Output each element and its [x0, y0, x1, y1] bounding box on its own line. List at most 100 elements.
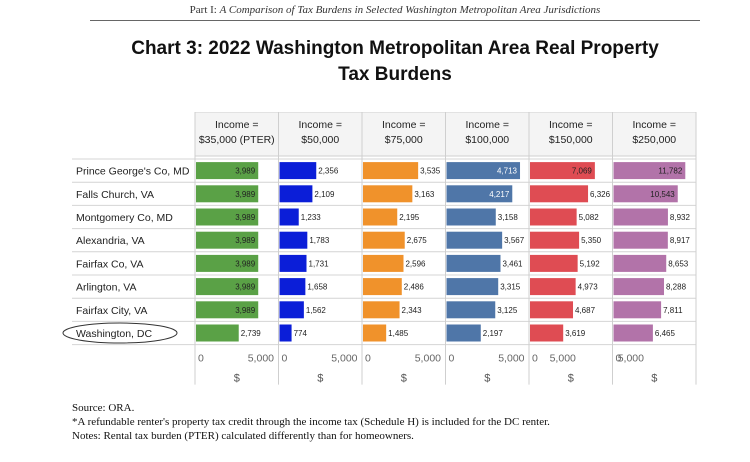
- bar-value-label: 3,158: [498, 213, 519, 222]
- bar-value-label: 8,917: [670, 236, 691, 245]
- header-rule: [90, 20, 700, 21]
- axis-label: $: [651, 373, 657, 385]
- bar-value-label: 1,731: [309, 259, 330, 268]
- bar: [446, 208, 496, 226]
- axis-tick-label: 5,000: [415, 353, 441, 365]
- bar-value-label: 2,197: [483, 329, 504, 338]
- bar: [363, 208, 398, 226]
- category-label-arlington-va: Arlington, VA: [76, 282, 137, 294]
- category-label-alexandria-va: Alexandria, VA: [76, 235, 145, 247]
- bar: [530, 301, 574, 319]
- bar-value-label: 774: [294, 329, 308, 338]
- panel-header-label: $75,000: [385, 134, 423, 146]
- axis-tick-label: 5,000: [331, 353, 357, 365]
- bar: [196, 185, 259, 203]
- panel-header-box: [612, 112, 697, 157]
- bar: [446, 231, 503, 249]
- bar-value-label: 3,535: [420, 167, 441, 176]
- category-label-falls-church-va: Falls Church, VA: [76, 189, 154, 201]
- bar-value-label: 6,465: [655, 329, 676, 338]
- category-label-prince-george-s-co-md: Prince George's Co, MD: [76, 166, 190, 178]
- bar: [196, 231, 259, 249]
- bar: [613, 231, 668, 249]
- axis-tick-label: 5,000: [248, 353, 274, 365]
- panel-header-box: [361, 112, 446, 157]
- header-subtitle: A Comparison of Tax Burdens in Selected …: [219, 4, 601, 16]
- renter-credit-note: *A refundable renter's property tax cred…: [72, 416, 550, 428]
- bar-value-label: 3,989: [235, 306, 256, 315]
- category-label-montgomery-co-md: Montgomery Co, MD: [76, 212, 173, 224]
- footnotes: Source: ORA. *A refundable renter's prop…: [72, 401, 550, 443]
- bar: [613, 208, 668, 226]
- category-label-fairfax-city-va: Fairfax City, VA: [76, 305, 147, 317]
- bar-value-label: 6,326: [590, 190, 611, 199]
- bar-value-label: 1,485: [388, 329, 409, 338]
- bar-value-label: 3,989: [235, 213, 256, 222]
- bar-value-label: 3,989: [235, 236, 256, 245]
- chart-title-line-2: Tax Burdens: [338, 64, 452, 85]
- bar-value-label: 2,109: [314, 190, 335, 199]
- panel-header-label: Income =: [299, 119, 342, 131]
- axis-tick-label: 0: [449, 353, 455, 365]
- panel-header-label: $150,000: [549, 134, 593, 146]
- bar: [446, 301, 496, 319]
- bar: [196, 254, 259, 272]
- panel-header-label: Income =: [215, 119, 258, 131]
- bar: [196, 278, 259, 296]
- axis-tick-label: 0: [198, 353, 204, 365]
- bar: [196, 324, 239, 342]
- bar: [279, 324, 292, 342]
- bar-chart: Prince George's Co, MD Falls Church, VA Mo…: [62, 112, 697, 385]
- bar: [613, 301, 662, 319]
- bar: [446, 162, 521, 180]
- bar: [279, 185, 313, 203]
- axis-label: $: [234, 373, 240, 385]
- bar-value-label: 5,350: [581, 236, 602, 245]
- bar-value-label: 2,486: [404, 283, 425, 292]
- panel-header-label: $35,000 (PTER): [199, 134, 275, 146]
- bar: [530, 231, 580, 249]
- axis-tick-label: 0: [282, 353, 288, 365]
- bar-value-label: 4,973: [578, 283, 599, 292]
- chart-title: Chart 3: 2022 Washington Metropolitan Ar…: [0, 36, 750, 88]
- bar-value-label: 8,932: [670, 213, 691, 222]
- bar: [613, 278, 665, 296]
- panel-header-label: $100,000: [465, 134, 509, 146]
- panel-header-label: Income =: [382, 119, 425, 131]
- bar: [279, 208, 299, 226]
- bar-value-label: 3,989: [235, 259, 256, 268]
- bar: [446, 185, 513, 203]
- axis-tick-label: 5,000: [618, 353, 644, 365]
- bar: [363, 231, 405, 249]
- bar-value-label: 3,163: [414, 190, 435, 199]
- panel-header-box: [445, 112, 530, 157]
- bar: [446, 254, 501, 272]
- bar: [530, 324, 564, 342]
- bar-value-label: 5,082: [579, 213, 600, 222]
- bar-value-label: 3,619: [565, 329, 586, 338]
- bar: [613, 324, 653, 342]
- bar-value-label: 2,195: [399, 213, 420, 222]
- bar: [613, 162, 686, 180]
- source-note: Source: ORA.: [72, 402, 135, 414]
- bar: [363, 278, 402, 296]
- bar-value-label: 8,653: [668, 259, 689, 268]
- chart-title-line-1: Chart 3: 2022 Washington Metropolitan Ar…: [131, 38, 659, 59]
- bar: [363, 324, 387, 342]
- bar: [530, 185, 589, 203]
- bar-value-label: 8,288: [666, 283, 687, 292]
- panel-header-box: [528, 112, 613, 157]
- bar: [279, 162, 317, 180]
- axis-tick-label: 5,000: [498, 353, 524, 365]
- bar: [363, 185, 413, 203]
- bar: [363, 254, 404, 272]
- panel-header-label: $250,000: [632, 134, 676, 146]
- bar: [613, 254, 667, 272]
- bar: [530, 208, 577, 226]
- bar-value-label: 7,811: [663, 306, 683, 315]
- bar-value-label: 2,343: [402, 306, 423, 315]
- header-part: Part I:: [189, 4, 217, 16]
- bar-value-label: 3,989: [235, 167, 256, 176]
- bar-value-label: 2,675: [407, 236, 428, 245]
- axis-label: $: [401, 373, 407, 385]
